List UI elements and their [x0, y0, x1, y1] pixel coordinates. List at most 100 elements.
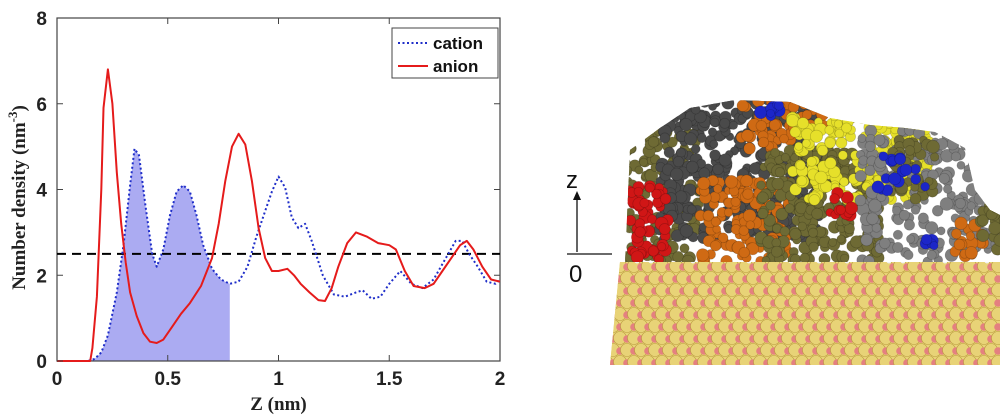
ionic-liquid-atom [962, 125, 975, 138]
ionic-liquid-atom [773, 100, 785, 111]
surface-atom [816, 262, 822, 264]
ionic-liquid-atom [709, 117, 720, 128]
ionic-liquid-atom [871, 180, 885, 194]
ionic-liquid-atom [992, 198, 1000, 210]
ionic-liquid-atom [755, 120, 767, 132]
ionic-liquid-atom [974, 159, 987, 172]
substrate-atom [991, 331, 1000, 345]
ionic-liquid-atom [718, 153, 732, 167]
ionic-liquid-atom [971, 137, 983, 149]
ionic-liquid-atom [976, 214, 989, 227]
ionic-liquid-atom [798, 100, 812, 110]
ionic-liquid-atom [884, 114, 898, 127]
ionic-liquid-atom [926, 249, 937, 261]
ionic-liquid-atom [985, 139, 997, 151]
ionic-liquid-atom [925, 221, 939, 235]
ionic-liquid-atom [634, 165, 644, 175]
ionic-liquid-atom [677, 100, 688, 109]
ionic-liquid-atom [849, 113, 858, 123]
ionic-liquid-atom [808, 227, 819, 238]
substrate-atom [991, 262, 1000, 273]
z-axis-arrowhead [573, 191, 581, 200]
ionic-liquid-atom [988, 221, 1000, 235]
ionic-liquid-atom [816, 101, 828, 113]
ionic-liquid-atom [910, 205, 921, 215]
x-tick-label: 0 [52, 369, 63, 390]
ionic-liquid-atom [840, 253, 850, 262]
ionic-liquid-atom [833, 119, 843, 129]
legend: cation anion [391, 27, 499, 79]
ionic-liquid-atom [953, 133, 963, 144]
ionic-liquid-atom [675, 110, 686, 121]
ionic-liquid-atom [914, 112, 927, 125]
ionic-liquid-atom [686, 204, 697, 215]
ionic-liquid-atom [864, 113, 877, 126]
ionic-liquid-atom [670, 108, 680, 118]
ionic-liquid-atom [976, 229, 990, 243]
ionic-liquid-atom [910, 173, 922, 185]
x-tick-label: 1.5 [376, 369, 403, 390]
ionic-liquid-atom [670, 167, 684, 181]
y-tick-label: 6 [36, 95, 47, 116]
surface-atom [984, 262, 990, 264]
ionic-liquid-atom [636, 123, 650, 138]
ionic-liquid-atom [903, 219, 916, 231]
ionic-liquid-atom [656, 100, 668, 110]
ionic-liquid-atom [789, 126, 801, 138]
ionic-liquid-atom [626, 144, 636, 154]
ionic-liquid-atom [808, 194, 821, 206]
ionic-liquid-atom [794, 141, 804, 151]
ionic-liquid-atom [740, 174, 753, 188]
surface-atom [690, 262, 696, 264]
surface-atom [648, 262, 654, 264]
ionic-liquid-atom [822, 103, 834, 115]
substrate-atom [610, 262, 613, 273]
ionic-liquid-atom [696, 248, 710, 262]
ionic-liquid-atom [730, 196, 741, 207]
ionic-liquid-atom [690, 144, 701, 154]
ionic-liquid-atom [774, 167, 786, 178]
ionic-liquid-atom [779, 226, 790, 237]
ionic-liquid-atom [639, 198, 650, 208]
ionic-liquid-atom [987, 199, 1000, 211]
ionic-liquid-atom [964, 246, 978, 260]
density-plot: 0 0.5 1 1.5 2 0 2 4 6 8 Z (nm) Number density (n… [5, 9, 505, 415]
ionic-liquid-atom [851, 110, 863, 122]
ionic-liquid-atom [871, 222, 882, 233]
ionic-liquid-atom [866, 212, 879, 225]
ionic-liquid-atom [899, 163, 913, 177]
ionic-liquid-atom [936, 226, 946, 236]
ionic-liquid-atom [839, 176, 849, 187]
ionic-liquid-atom [667, 100, 679, 106]
ionic-liquid-atom [787, 101, 800, 113]
ionic-liquid-atom [987, 198, 998, 209]
ionic-liquid-atom [965, 231, 976, 241]
ionic-liquid-atom [868, 198, 882, 213]
ionic-liquid-atom [878, 151, 889, 162]
ionic-liquid-atom [801, 138, 811, 148]
ionic-liquid-atom [892, 241, 904, 253]
ionic-liquid-atom [909, 193, 922, 205]
ionic-liquid-atom [630, 250, 645, 262]
ionic-liquid-atom [971, 146, 983, 158]
ionic-liquid-atom [685, 160, 699, 174]
ionic-liquid-atom [708, 101, 718, 111]
ionic-liquid-atom [741, 129, 754, 142]
ionic-liquid-atom [795, 160, 806, 171]
ionic-liquid-atom [920, 233, 933, 246]
ionic-liquid-atom [683, 132, 698, 146]
y-tick-label: 8 [36, 9, 47, 30]
ionic-liquid-atom [806, 156, 817, 167]
x-tick-label: 2 [495, 369, 506, 390]
legend-anion-label: anion [433, 57, 478, 76]
ionic-liquid-atom [709, 139, 719, 149]
ionic-liquid-atom [766, 108, 775, 118]
ionic-liquid-atom [891, 205, 902, 216]
y-axis-ticks: 0 2 4 6 8 [36, 9, 500, 373]
legend-box [391, 27, 499, 79]
ionic-liquid-atom [873, 134, 886, 147]
ionic-liquid-atom [663, 146, 675, 159]
ionic-liquid-atom [626, 124, 638, 136]
ionic-liquid-atom [906, 234, 916, 244]
ionic-liquid-atom [894, 153, 907, 166]
